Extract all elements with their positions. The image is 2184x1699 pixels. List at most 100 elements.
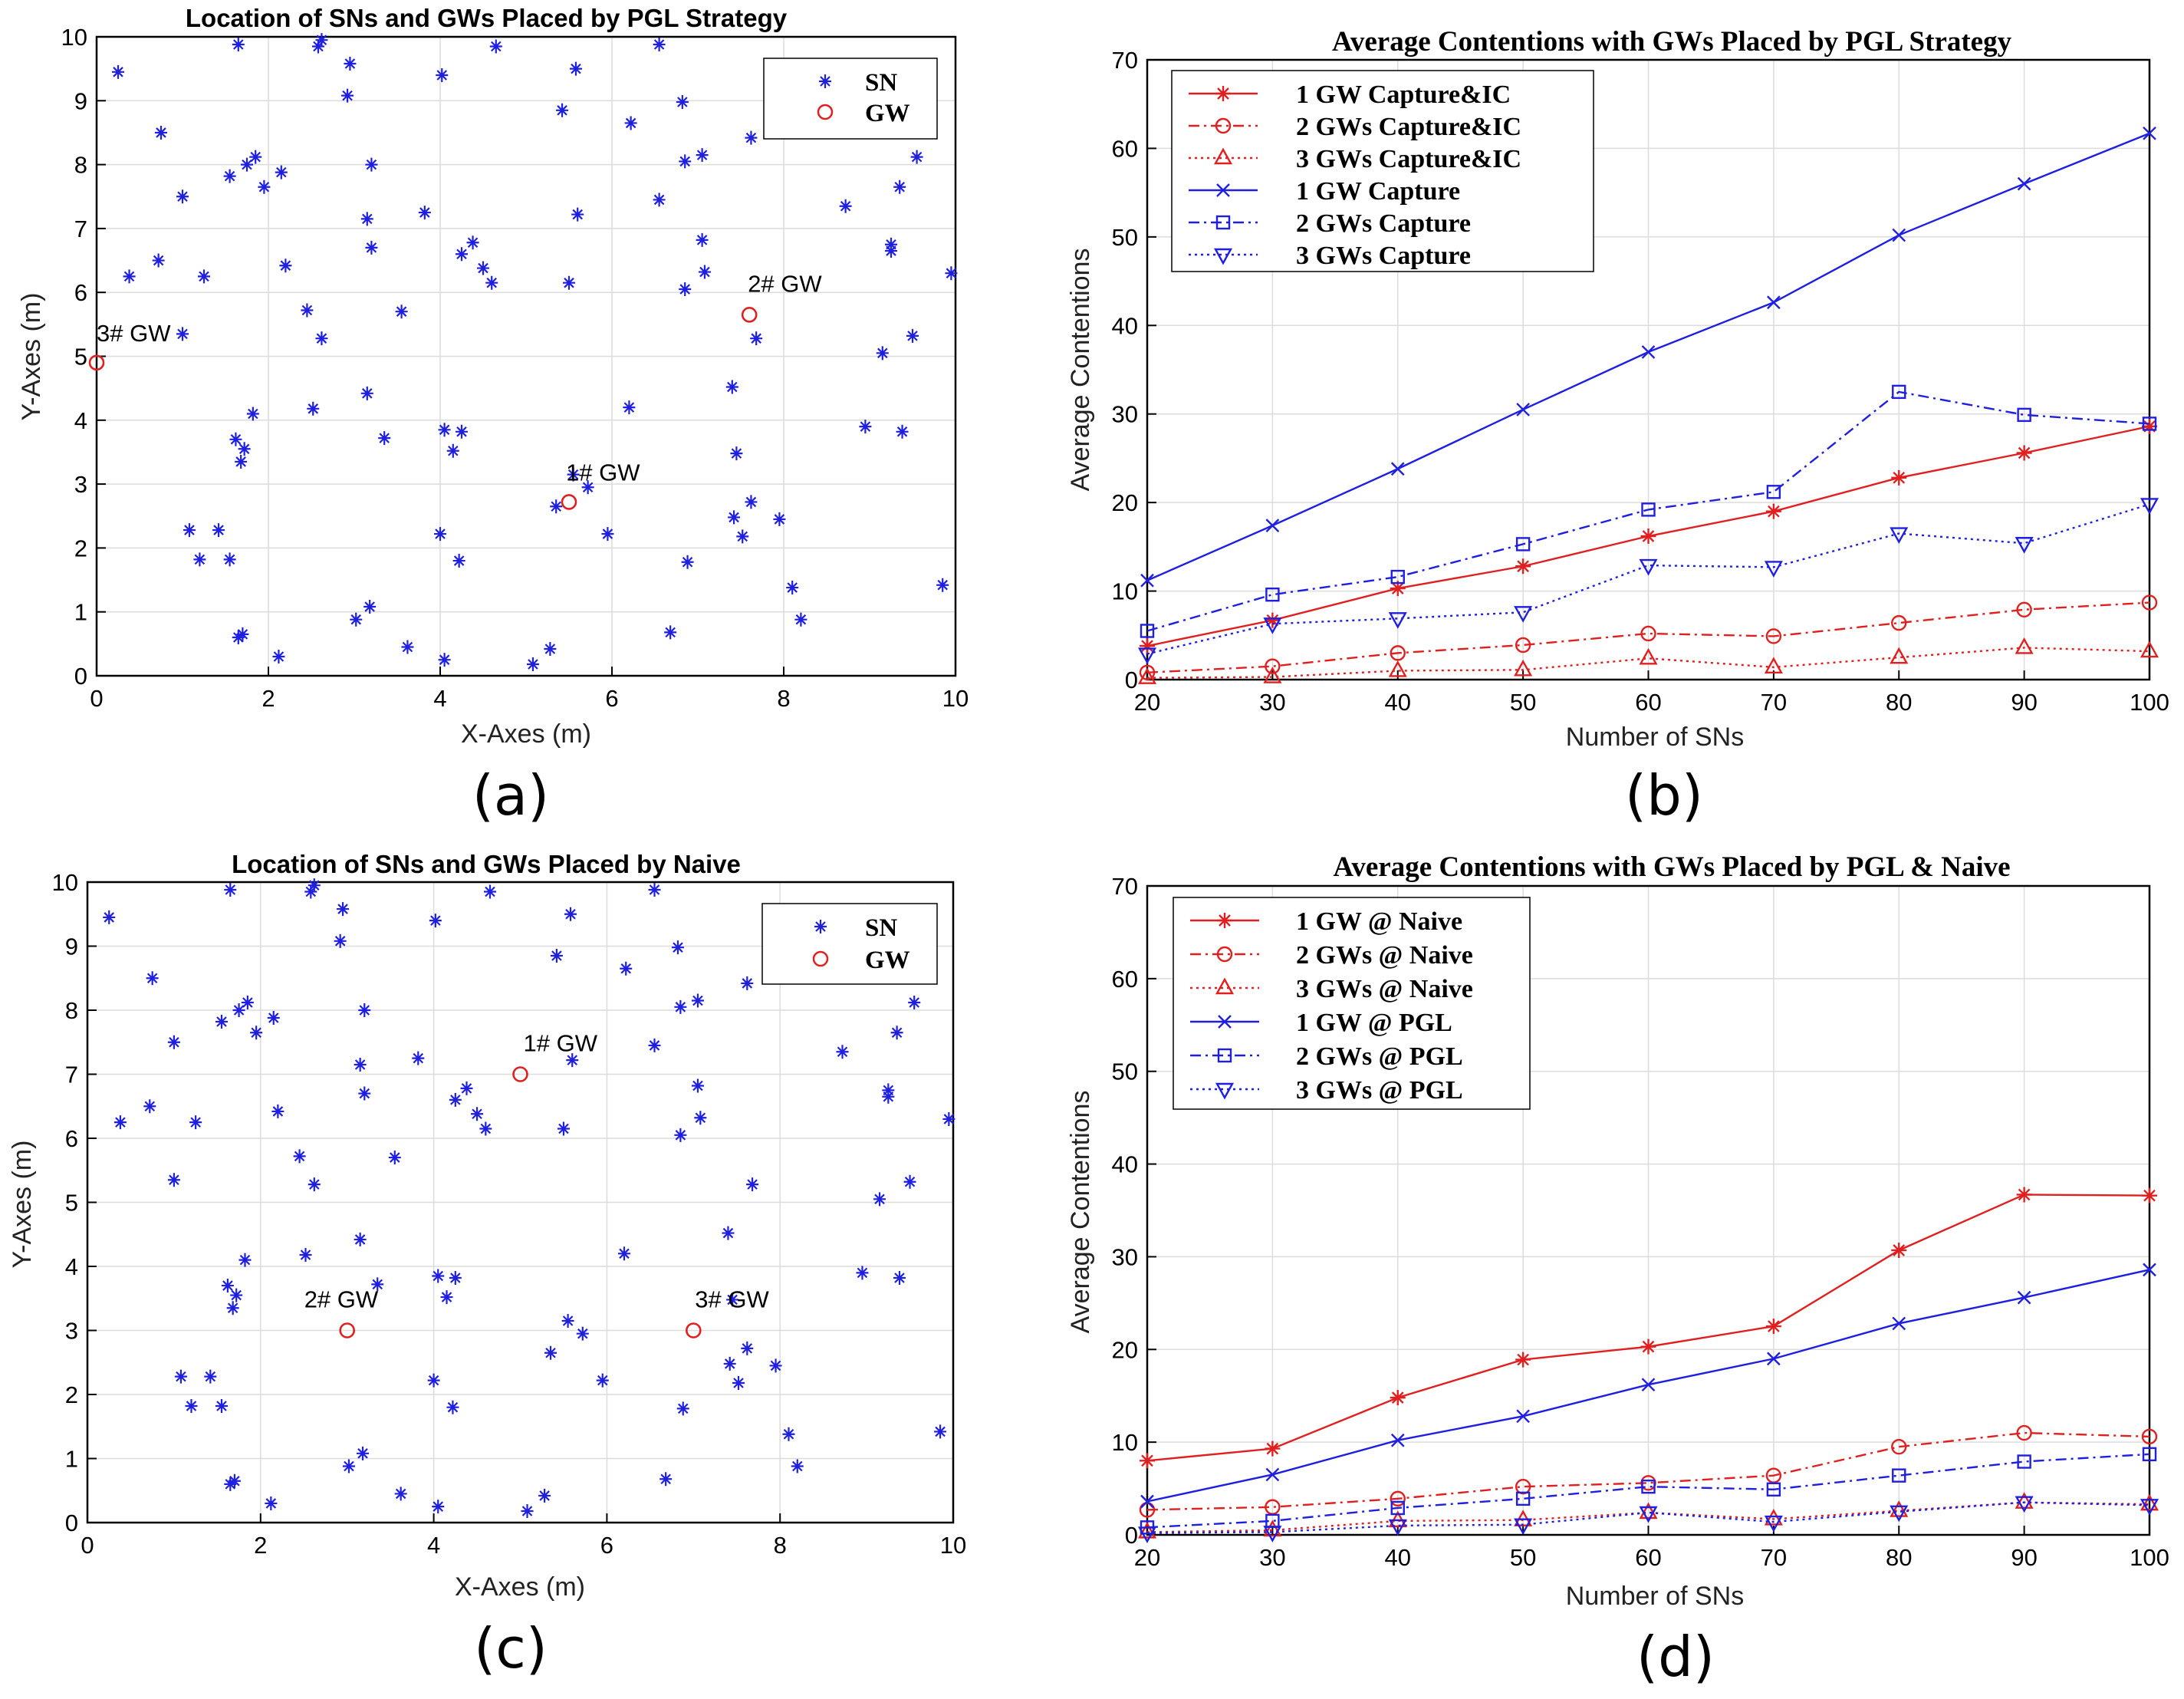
legend-marker-shape: [1215, 117, 1232, 134]
sn-point: [360, 212, 373, 226]
y-tick-label: 5: [65, 1190, 78, 1217]
sn-point: [485, 275, 498, 290]
x-tick-label: 90: [2011, 1544, 2037, 1571]
y-tick-label: 8: [74, 152, 87, 179]
sn-point: [479, 1121, 492, 1136]
sn-point: [308, 878, 321, 893]
sn-point: [334, 933, 347, 948]
data-point: [2017, 1290, 2031, 1305]
data-point: [1390, 1390, 1406, 1406]
data-point: [1639, 647, 1658, 665]
data-point: [2142, 1447, 2157, 1462]
sn-point: [750, 331, 763, 346]
data-point: [1767, 1352, 1781, 1366]
gw-label: 1# GW: [566, 459, 640, 486]
series-line: [1146, 1501, 2150, 1534]
sn-point: [893, 179, 906, 194]
data-point: [1263, 617, 1282, 634]
data-point: [1891, 1242, 1907, 1258]
x-tick-label: 70: [1761, 689, 1787, 716]
sn-point: [576, 1326, 589, 1341]
series-line: [1146, 1431, 2150, 1511]
y-tick-label: 8: [65, 997, 78, 1024]
legend-marker-shape: [1216, 183, 1230, 197]
legend-entry-label: 3 GWs @ Naive: [1296, 975, 1473, 1003]
legend-sn-marker: [814, 920, 827, 933]
legend-entry-label: 1 GW Capture&IC: [1296, 81, 1511, 109]
data-point: [2140, 1499, 2159, 1516]
data-point: [1265, 1441, 1281, 1457]
data-point-shape: [1515, 558, 1531, 575]
gw-label: 2# GW: [748, 270, 822, 297]
data-point-shape: [1641, 1479, 1656, 1494]
data-point: [1265, 587, 1280, 602]
data-point: [2141, 1428, 2158, 1445]
x-tick-label: 80: [1886, 1544, 1912, 1571]
x-tick-label: 70: [1761, 1544, 1787, 1571]
sn-point: [538, 1488, 551, 1503]
data-point: [1892, 384, 1906, 400]
sn-point: [791, 1459, 804, 1473]
legend-entry-label: 2 GWs @ Naive: [1296, 941, 1473, 970]
x-tick-label: 40: [1385, 1544, 1411, 1571]
data-point: [1137, 1526, 1157, 1544]
legend-entry-label: 2 GWs Capture&IC: [1296, 113, 1521, 141]
data-point-shape: [1390, 1490, 1406, 1507]
data-point: [1265, 612, 1281, 628]
legend-entry-label: 2 GWs Capture: [1296, 209, 1471, 238]
data-point-shape: [1137, 647, 1157, 664]
data-point-shape: [1764, 561, 1783, 578]
legend-entry-label: 2 GWs @ PGL: [1296, 1042, 1463, 1071]
data-point-shape: [1890, 1500, 1909, 1517]
data-point-shape: [1892, 384, 1906, 400]
sn-point: [676, 1401, 689, 1416]
data-point: [1514, 659, 1533, 677]
data-point-shape: [1515, 537, 1531, 552]
sn-point: [215, 1399, 228, 1414]
sn-point: [730, 446, 743, 461]
y-tick-label: 4: [74, 407, 87, 434]
sn-point: [449, 1092, 462, 1107]
sn-point: [722, 1226, 735, 1240]
sn-point: [113, 1115, 127, 1130]
sn-point: [275, 165, 288, 179]
y-tick-label: 20: [1112, 1336, 1138, 1363]
x-tick-label: 50: [1510, 689, 1536, 716]
sn-point: [569, 61, 582, 76]
sn-point: [176, 189, 189, 204]
y-tick-label: 5: [74, 344, 87, 370]
legend-marker: [1215, 86, 1231, 101]
sn-point: [224, 883, 237, 897]
data-point-shape: [1766, 485, 1781, 499]
sn-point: [885, 237, 897, 252]
sn-point: [265, 1496, 278, 1510]
x-tick-label: 8: [774, 1532, 787, 1559]
data-point-shape: [1639, 1502, 1658, 1520]
sn-point: [460, 1081, 473, 1095]
sn-point: [228, 1473, 241, 1488]
legend-marker-shape: [1213, 248, 1233, 265]
sn-point: [659, 1472, 673, 1487]
sn-point: [571, 207, 584, 222]
data-point-shape: [1263, 667, 1282, 683]
sn-point: [934, 1424, 947, 1439]
y-tick-label: 6: [74, 279, 87, 306]
data-point-shape: [1137, 1521, 1157, 1539]
legend-marker-shape: [1215, 86, 1231, 101]
data-point-shape: [2017, 176, 2031, 191]
sn-point: [746, 1177, 759, 1192]
legend-sn-marker: [819, 74, 831, 88]
x-tick-label: 20: [1134, 1544, 1160, 1571]
sn-point: [452, 554, 465, 568]
sn-point: [185, 1399, 198, 1414]
sn-point: [456, 424, 468, 439]
sn-point: [249, 150, 262, 164]
data-point: [1891, 469, 1907, 486]
data-point: [1764, 1508, 1783, 1526]
data-point: [1891, 1438, 1907, 1455]
sn-point: [143, 1099, 156, 1114]
y-tick-label: 60: [1112, 966, 1138, 993]
sn-point: [304, 884, 317, 899]
sn-point: [741, 1341, 754, 1355]
